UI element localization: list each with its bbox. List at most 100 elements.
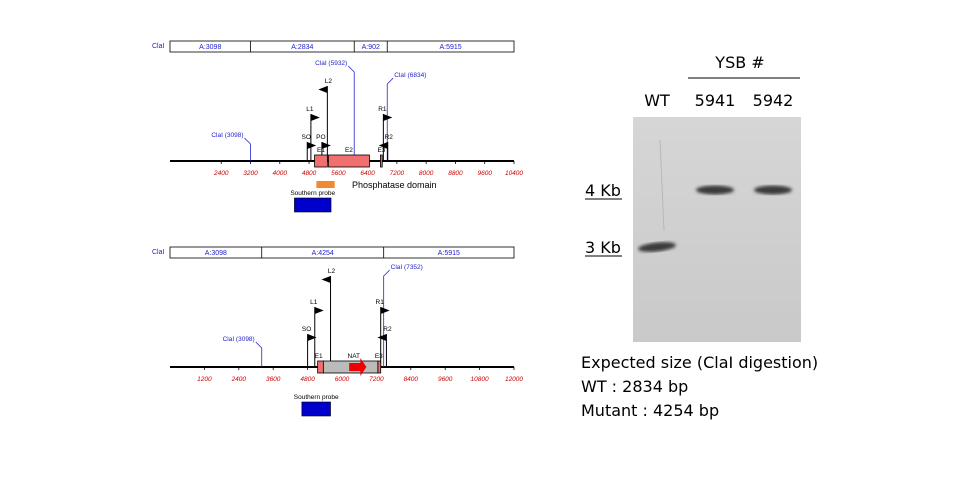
wt-segment-label: A:5915 — [440, 44, 462, 51]
wt-primer-label: R2 — [385, 134, 394, 141]
phosphatase-domain-label: Phosphatase domain — [352, 180, 437, 190]
notes-title: Expected size (ClaI digestion) — [581, 353, 818, 372]
wt-exon-box — [314, 154, 328, 168]
wt-primer-label: R1 — [378, 106, 387, 113]
wt-tick-label: 7200 — [390, 170, 405, 177]
mut-segment-label: A:3098 — [205, 250, 227, 257]
mut-tick-label: 2400 — [231, 376, 247, 383]
mut-clai-site-label: ClaI (3098) — [223, 336, 255, 343]
mut-tick-label: 4800 — [300, 376, 315, 383]
wt-segment-label: A:2834 — [291, 44, 313, 51]
mut-segment-prefix: ClaI — [152, 249, 165, 256]
wt-tick-label: 8000 — [419, 170, 434, 177]
wt-southern-probe-label: Southern probe — [290, 190, 335, 197]
mut-southern-probe-box — [301, 401, 331, 417]
wt-clai-site-line — [386, 77, 394, 161]
wt-clai-site-label: ClaI (6834) — [394, 72, 426, 79]
mut-primer-label: L2 — [328, 268, 336, 275]
wt-primer-flag — [318, 86, 328, 93]
gel-lane-label: WT — [644, 91, 670, 110]
wt-tick-label: 8800 — [448, 170, 463, 177]
wt-segment-label: A:3098 — [199, 44, 221, 51]
wt-segment-prefix: ClaI — [152, 43, 165, 50]
gel-marker-label: 4 Kb — [585, 181, 621, 200]
gel-image — [633, 117, 801, 342]
wt-exon-box — [380, 154, 383, 168]
mut-exon-box — [317, 360, 324, 374]
wt-primer-flag — [310, 114, 320, 121]
gel-band — [696, 185, 734, 195]
mut-primer-label: R1 — [376, 299, 385, 306]
wt-primer-label: SO — [302, 134, 311, 141]
mut-southern-probe-label: Southern probe — [294, 394, 339, 401]
gel-band — [754, 185, 792, 195]
mut-exon-box — [377, 360, 382, 374]
mut-segment-label: A:5915 — [438, 250, 460, 257]
mut-segment-label: A:4254 — [312, 250, 334, 257]
mut-primer-flag — [314, 307, 324, 314]
mut-tick-label: 1200 — [197, 376, 212, 383]
wt-clai-site-line — [347, 65, 355, 161]
wt-clai-site-label: ClaI (5932) — [315, 60, 347, 67]
mut-primer-label: SO — [302, 326, 311, 333]
mut-exon-label: E1 — [315, 353, 323, 360]
wt-tick-label: 10400 — [505, 170, 523, 177]
mut-segment-row — [169, 246, 515, 259]
wt-primer-flag — [378, 142, 388, 149]
wt-tick-label: 3200 — [243, 170, 258, 177]
expected-size-notes: Expected size (ClaI digestion) WT : 2834… — [581, 353, 818, 420]
mut-clai-site-line — [255, 341, 263, 367]
phosphatase-domain-box — [316, 181, 335, 188]
wt-clai-site-label: ClaI (3098) — [211, 132, 243, 139]
southern-blot-panel: YSB # WT 5941 5942 4 Kb 3 Kb — [585, 53, 801, 342]
wt-exon-box — [328, 154, 370, 168]
wt-segment-label: A:902 — [362, 44, 380, 51]
mut-tick-label: 10800 — [471, 376, 489, 383]
mut-primer-flag — [377, 334, 387, 341]
notes-line: Mutant : 4254 bp — [581, 401, 719, 420]
wt-segment-row — [169, 40, 515, 53]
nat-label: NAT — [348, 353, 361, 360]
gel-marker-label: 3 Kb — [585, 238, 621, 257]
wt-tick-label: 4000 — [273, 170, 288, 177]
wt-tick-label: 4800 — [302, 170, 317, 177]
wt-primer-flag — [307, 142, 317, 149]
mut-tick-label: 7200 — [369, 376, 384, 383]
wt-clai-site-line — [244, 137, 251, 161]
wt-primer-label: PO — [316, 134, 325, 141]
mut-tick-label: 3600 — [266, 376, 281, 383]
wt-tick-label: 9600 — [477, 170, 492, 177]
mut-tick-label: 12000 — [505, 376, 523, 383]
mut-primer-label: L1 — [310, 299, 318, 306]
wt-gene-map: ClaI A:3098 A:2834 A:902 A:5915 2400 3200 400… — [152, 40, 523, 213]
mutant-gene-map: ClaI A:3098 A:4254 A:5915 1200 2400 3600 4800… — [152, 246, 523, 417]
notes-line: WT : 2834 bp — [581, 377, 688, 396]
mut-primer-flag — [380, 307, 390, 314]
mut-tick-label: 9600 — [438, 376, 453, 383]
mut-clai-site-label: ClaI (7352) — [391, 264, 423, 271]
wt-primer-flag — [383, 114, 393, 121]
wt-primer-label: L2 — [325, 78, 333, 85]
gel-group-label: YSB # — [714, 53, 764, 72]
gel-band — [638, 242, 676, 252]
wt-tick-label: 6400 — [360, 170, 375, 177]
gel-lane-label: 5941 — [695, 91, 736, 110]
wt-exon-label: E2 — [345, 147, 353, 154]
wt-exon-label: E3 — [377, 147, 385, 154]
gel-lane-label: 5942 — [753, 91, 794, 110]
gel-streak — [659, 139, 665, 231]
mut-primer-flag — [321, 276, 331, 283]
wt-exon-label: E1 — [317, 147, 325, 154]
mut-exon-label: E3 — [375, 353, 383, 360]
wt-primer-label: L1 — [306, 106, 314, 113]
nat-direction-arrow — [349, 358, 367, 376]
mut-tick-label: 6000 — [335, 376, 350, 383]
mut-primer-label: R2 — [383, 326, 392, 333]
wt-southern-probe-box — [294, 197, 332, 213]
mut-primer-flag — [307, 334, 317, 341]
mut-tick-label: 8400 — [404, 376, 419, 383]
wt-tick-label: 5600 — [331, 170, 346, 177]
wt-tick-label: 2400 — [213, 170, 229, 177]
wt-primer-flag — [321, 142, 331, 149]
